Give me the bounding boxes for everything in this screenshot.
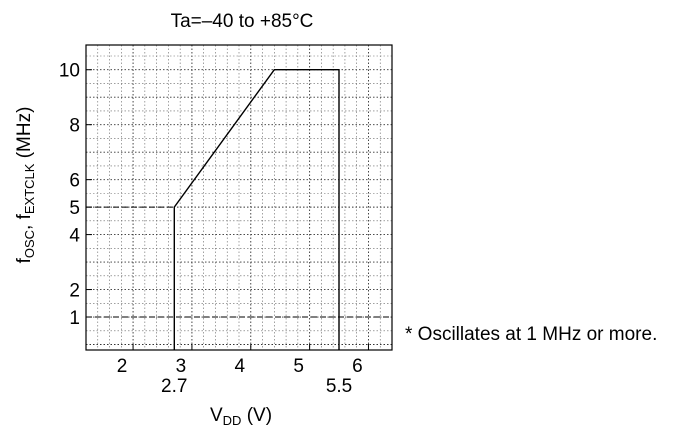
y-tick-label: 10 <box>59 61 80 82</box>
x-tick-label: 5 <box>293 356 304 377</box>
operating-range-boundary <box>173 68 340 350</box>
y-tick-label: 6 <box>69 171 80 192</box>
x-axis-label: VDD (V) <box>210 405 272 428</box>
y-axis-ticks: 1 2 4 5 6 8 10 <box>59 61 92 329</box>
y-tick-label: 5 <box>69 198 80 219</box>
x-tick-label: 2 <box>117 356 128 377</box>
plot-frame <box>85 44 393 351</box>
grid <box>86 45 392 350</box>
x-marker-label: 5.5 <box>326 376 352 397</box>
x-tick-label: 6 <box>352 356 363 377</box>
y-axis-label: fOSC, fEXTCLK (MHz) <box>14 107 37 264</box>
y-tick-label: 2 <box>69 281 80 302</box>
y-tick-label: 4 <box>69 226 80 247</box>
x-tick-label: 4 <box>234 356 245 377</box>
x-marker-label: 2.7 <box>161 376 187 397</box>
x-axis-ticks: 2 3 4 5 6 2.7 5.5 <box>117 344 369 397</box>
chart-title: Ta=–40 to +85°C <box>171 11 314 32</box>
x-tick-label: 3 <box>176 356 187 377</box>
y-tick-label: 8 <box>69 116 80 137</box>
y-tick-label: 1 <box>69 308 80 329</box>
annotation-note: * Oscillates at 1 MHz or more. <box>405 324 657 345</box>
reference-lines <box>86 206 392 318</box>
